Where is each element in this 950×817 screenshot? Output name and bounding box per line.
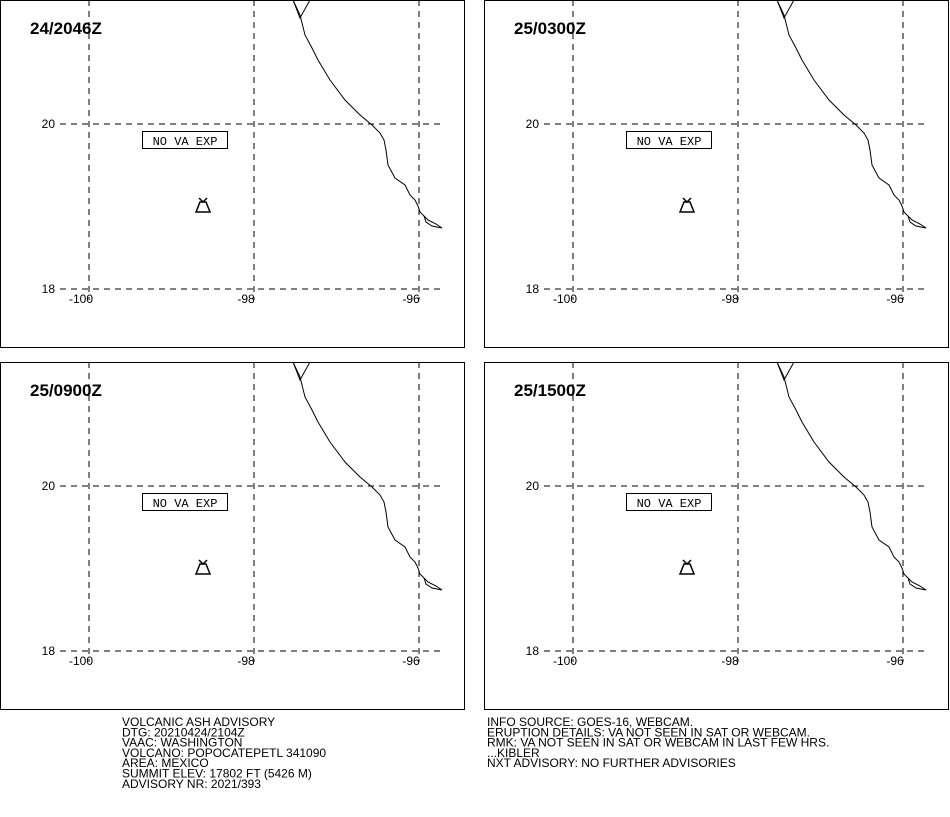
footer-line: VOLCANO: POPOCATEPETL 341090 (122, 746, 326, 760)
lat-label: 20 (42, 479, 56, 493)
lon-label: -100 (69, 292, 93, 306)
lon-label: -96 (402, 654, 420, 668)
lat-label: 20 (526, 479, 540, 493)
valid-time: 25/0900Z (30, 381, 102, 400)
lon-label: -98 (237, 654, 255, 668)
label-box (142, 493, 228, 511)
footer-line: NXT ADVISORY: NO FURTHER ADVISORIES (487, 756, 736, 770)
va-label: NO VA EXP (153, 135, 218, 149)
panel-frame (0, 0, 465, 348)
map-panel: 20 18 -100 -98 -96 25/0900Z NO VA EXP (0, 361, 465, 710)
volcano-icon (194, 197, 212, 213)
volcano-icon (678, 197, 696, 213)
footer-line: SUMMIT ELEV: 17802 FT (5426 M) (122, 767, 312, 781)
footer-line: DTG: 20210424/2104Z (122, 725, 245, 739)
label-box (626, 493, 712, 511)
map-panel: 20 18 -100 -98 -96 25/1500Z NO VA EXP (484, 361, 949, 710)
volcano-icon (194, 559, 212, 575)
lat-label: 20 (42, 117, 56, 131)
coastline (776, 0, 927, 229)
footer-line: ERUPTION DETAILS: VA NOT SEEN IN SAT OR … (487, 725, 810, 739)
lat-label: 18 (526, 644, 540, 658)
lon-label: -98 (237, 292, 255, 306)
lat-label: 18 (42, 282, 56, 296)
valid-time: 24/2046Z (30, 19, 102, 38)
footer-line: AREA: MEXICO (122, 756, 209, 770)
coastline (292, 0, 311, 20)
lat-label: 18 (526, 282, 540, 296)
lon-label: -98 (721, 654, 739, 668)
va-label: NO VA EXP (153, 497, 218, 511)
lon-label: -100 (553, 292, 577, 306)
lon-label: -96 (886, 654, 904, 668)
label-box (142, 131, 228, 149)
map-panel: 20 18 -100 -98 -96 24/2046Z NO VA EXP (0, 0, 465, 348)
lon-label: -100 (553, 654, 577, 668)
label-box (626, 131, 712, 149)
valid-time: 25/1500Z (514, 381, 586, 400)
coastline (292, 361, 311, 382)
map-panel: 20 18 -100 -98 -96 25/0300Z NO VA EXP (484, 0, 949, 348)
lat-label: 18 (42, 644, 56, 658)
coastline (292, 0, 443, 229)
lon-label: -98 (721, 292, 739, 306)
coastline (776, 0, 795, 20)
coastline (292, 361, 443, 591)
volcano-icon (678, 559, 696, 575)
lon-label: -96 (886, 292, 904, 306)
valid-time: 25/0300Z (514, 19, 586, 38)
coastline (776, 361, 927, 591)
footer-line: VOLCANIC ASH ADVISORY (122, 715, 275, 729)
footer-line: ...KIBLER (487, 746, 540, 760)
footer-line: INFO SOURCE: GOES-16, WEBCAM. (487, 715, 693, 729)
lon-label: -100 (69, 654, 93, 668)
panel-frame (0, 362, 465, 710)
va-label: NO VA EXP (637, 135, 702, 149)
lat-label: 20 (526, 117, 540, 131)
footer-line: VAAC: WASHINGTON (122, 736, 242, 750)
panel-frame (484, 362, 949, 710)
coastline (776, 361, 795, 382)
footer-line: ADVISORY NR: 2021/393 (122, 777, 261, 791)
footer-line: RMK: VA NOT SEEN IN SAT OR WEBCAM IN LAS… (487, 736, 829, 750)
panel-frame (484, 0, 949, 348)
va-label: NO VA EXP (637, 497, 702, 511)
lon-label: -96 (402, 292, 420, 306)
